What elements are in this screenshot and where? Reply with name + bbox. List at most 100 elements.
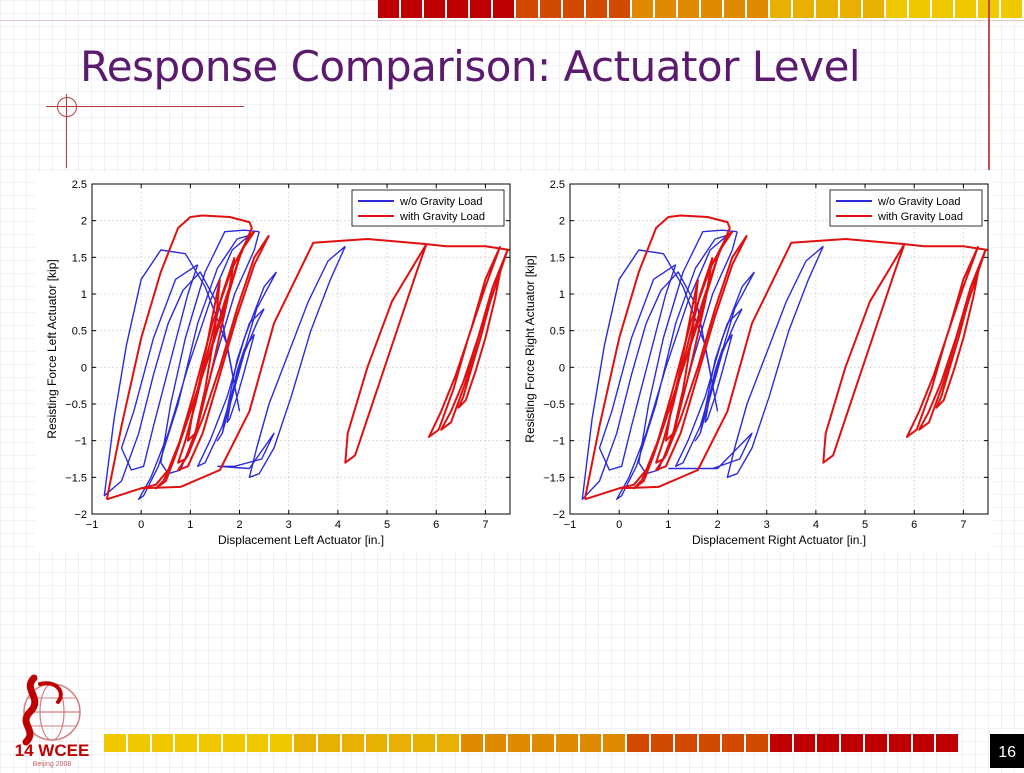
series-line: [704, 333, 733, 424]
series-line: [598, 264, 677, 471]
top-divider-line: [0, 20, 1024, 21]
bar-segment: [460, 734, 483, 752]
x-axis-label: Displacement Right Actuator [in.]: [692, 533, 866, 547]
bar-segment: [862, 0, 884, 18]
bar-segment: [151, 734, 174, 752]
x-tick-label: 1: [665, 519, 671, 531]
wcee-logo-icon: 14 WCEE Beijing 2008: [15, 674, 90, 768]
legend-box: [351, 189, 505, 227]
series-line: [655, 256, 714, 464]
bar-segment: [839, 0, 861, 18]
chart-left-svg: −1 0 1 2 3 4 5 6 7 2.5 2 1.5 1 0.5 0 −0.5 −1 −1.5 −2 Displa…: [45, 179, 511, 547]
bar-segment: [885, 0, 907, 18]
axes-frame: [91, 183, 511, 515]
wcee-logo: 14 WCEE Beijing 2008: [4, 672, 100, 768]
x-tick-label: 4: [813, 519, 819, 531]
series-line: [583, 214, 731, 501]
series-line: [160, 229, 260, 475]
y-tick-label: 0.5: [550, 326, 565, 338]
series-line: [217, 432, 275, 470]
series-line: [655, 234, 748, 471]
bar-segment: [401, 0, 423, 18]
bar-segment: [127, 734, 150, 752]
bar-segment: [888, 734, 911, 752]
y-tick-label: 1: [81, 289, 87, 301]
bar-segment: [817, 734, 840, 752]
x-tick-label: 3: [764, 519, 770, 531]
top-decorative-bar: [378, 0, 1024, 18]
legend-label: w/o Gravity Load: [399, 196, 483, 208]
bar-segment: [532, 734, 554, 752]
x-tick-label: 5: [862, 519, 868, 531]
x-tick-label: 0: [616, 519, 622, 531]
series-line: [120, 264, 199, 471]
bar-segment: [770, 0, 792, 18]
page-number-box: 16: [990, 734, 1024, 768]
title-circle-ornament: [57, 97, 77, 117]
plot-area: [92, 184, 510, 514]
data-lines: [581, 214, 988, 501]
y-tick-label: −1.5: [543, 472, 565, 484]
bar-segment: [493, 0, 515, 18]
legend-label: w/o Gravity Load: [877, 196, 961, 208]
y-tick-label: −0.5: [543, 399, 565, 411]
y-tick-label: 2.5: [72, 179, 87, 191]
bar-segment: [447, 0, 469, 18]
series-line: [426, 243, 510, 251]
x-tick-label: −1: [564, 519, 577, 531]
svg-text:Beijing 2008: Beijing 2008: [33, 761, 72, 768]
bar-segment: [724, 0, 746, 18]
series-line: [726, 245, 824, 478]
y-tick-label: 2: [81, 216, 87, 228]
bar-segment: [841, 734, 863, 752]
svg-text:14 WCEE: 14 WCEE: [15, 741, 90, 760]
series-line: [427, 245, 502, 438]
bar-segment: [678, 0, 700, 18]
bar-segment: [424, 0, 446, 18]
bar-segment: [413, 734, 435, 752]
bar-segment: [908, 0, 930, 18]
bar-segment: [199, 734, 221, 752]
x-tick-label: 2: [236, 519, 242, 531]
bar-segment: [175, 734, 198, 752]
y-tick-label: 2: [559, 216, 565, 228]
plot-area: [570, 184, 988, 514]
series-line: [248, 245, 346, 478]
bar-segment: [912, 734, 935, 752]
series-line: [105, 214, 253, 501]
chart-left: −1 0 1 2 3 4 5 6 7 2.5 2 1.5 1 0.5 0 −0.5 −1 −1.5 −2 Displa…: [36, 172, 514, 552]
legend-label: with Gravity Load: [399, 211, 485, 223]
y-tick-label: 1.5: [550, 252, 565, 264]
x-tick-label: 6: [911, 519, 917, 531]
x-tick-label: 4: [335, 519, 341, 531]
series-line: [664, 279, 699, 442]
bar-segment: [222, 734, 245, 752]
bar-segment: [816, 0, 838, 18]
right-vertical-line: [988, 0, 990, 170]
chart-right-svg: −1 0 1 2 3 4 5 6 7 2.5 2 1.5 1 0.5 0 −0.5 −1 −1.5 −2 Displa…: [523, 179, 989, 547]
y-tick-label: 1: [559, 289, 565, 301]
y-tick-label: −1.5: [65, 472, 87, 484]
bar-segment: [654, 0, 677, 18]
y-tick-label: 2.5: [550, 179, 565, 191]
bar-segment: [246, 734, 269, 752]
bar-segment: [585, 0, 607, 18]
bar-segment: [701, 0, 723, 18]
series-line: [619, 238, 906, 490]
bar-segment: [865, 734, 887, 752]
bar-segment: [674, 734, 697, 752]
bar-segment: [365, 734, 388, 752]
bar-segment: [436, 734, 459, 752]
bar-segment: [378, 0, 400, 18]
series-line: [186, 279, 221, 442]
y-tick-label: −2: [552, 509, 565, 521]
bar-segment: [539, 0, 561, 18]
y-axis-label: Resisting Force Left Actuator [kip]: [45, 259, 59, 438]
bar-segment: [650, 734, 673, 752]
slide-title: Response Comparison: Actuator Level: [80, 42, 861, 91]
series-line: [905, 245, 980, 438]
series-line: [137, 234, 250, 500]
bar-segment: [318, 734, 340, 752]
x-tick-label: 3: [286, 519, 292, 531]
bar-segment: [484, 734, 507, 752]
